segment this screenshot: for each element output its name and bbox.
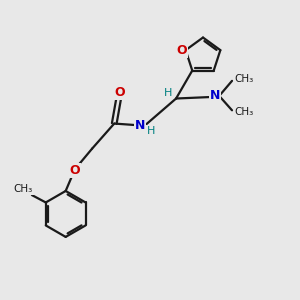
Text: O: O (69, 164, 80, 177)
Text: CH₃: CH₃ (14, 184, 33, 194)
Text: O: O (115, 85, 125, 98)
Text: CH₃: CH₃ (235, 107, 254, 117)
Text: N: N (135, 118, 145, 131)
Text: H: H (147, 126, 155, 136)
Text: O: O (176, 44, 187, 57)
Text: CH₃: CH₃ (235, 74, 254, 84)
Text: H: H (164, 88, 172, 98)
Text: N: N (210, 89, 220, 102)
